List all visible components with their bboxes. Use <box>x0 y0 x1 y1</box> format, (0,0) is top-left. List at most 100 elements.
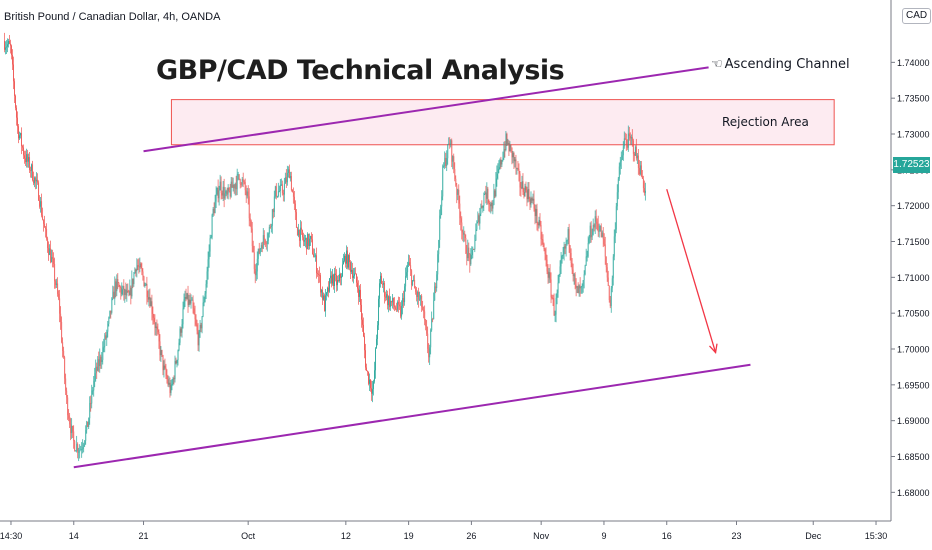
candle-body <box>400 306 402 317</box>
candle-body <box>410 265 412 271</box>
candle-body <box>254 268 256 276</box>
candle-body <box>552 298 554 299</box>
candle-body <box>237 174 239 176</box>
candle-body <box>250 221 252 229</box>
candle-body <box>249 218 251 222</box>
candle-body <box>392 297 394 303</box>
candle-body <box>66 390 68 398</box>
candle-body <box>10 43 11 46</box>
projection-arrow-line[interactable] <box>666 189 717 353</box>
candle-body <box>385 296 387 298</box>
candle-body <box>508 143 510 152</box>
candle-body <box>609 299 611 307</box>
candle-body <box>248 196 250 219</box>
price-tick-label: 1.69000 <box>897 416 930 426</box>
candle-body <box>295 212 297 228</box>
candle-body <box>262 235 264 249</box>
candle-body <box>269 227 271 228</box>
candle-body <box>132 278 134 285</box>
candle-body <box>310 236 311 239</box>
candle-body <box>198 332 200 346</box>
candle-body <box>65 378 67 391</box>
candle-body <box>344 255 345 261</box>
candle-body <box>92 390 94 392</box>
candle-body <box>52 257 54 259</box>
candle-body <box>561 255 563 260</box>
candle-body <box>290 176 292 190</box>
candle-body <box>530 198 532 205</box>
candle-body <box>407 265 409 273</box>
candle-body <box>202 302 204 317</box>
candle-body <box>301 230 303 238</box>
candle-body <box>526 190 528 200</box>
candle-body <box>291 189 293 193</box>
candle-body <box>113 291 115 299</box>
candle-body <box>510 144 512 148</box>
candle-body <box>601 232 603 238</box>
candle-body <box>62 342 64 351</box>
candle-body <box>550 279 552 298</box>
upper-channel-line[interactable] <box>143 66 709 153</box>
candle-body <box>377 325 379 339</box>
candle-body <box>28 157 30 162</box>
candle-body <box>437 254 439 275</box>
candle-body <box>251 228 253 247</box>
candle-body <box>468 247 470 255</box>
candle-body <box>590 225 592 238</box>
candle-body <box>164 365 166 368</box>
candle-body <box>168 382 170 385</box>
candle-body <box>331 275 332 284</box>
channel-lines <box>73 66 751 469</box>
candle-body <box>451 140 453 162</box>
candle-body <box>139 263 141 268</box>
candle-body <box>587 243 589 257</box>
candle-body <box>223 186 225 199</box>
candle-body <box>183 299 185 309</box>
candle-body <box>397 301 399 310</box>
time-tick-label: 26 <box>466 531 476 541</box>
rejection-area-label: Rejection Area <box>722 115 809 129</box>
candle-body <box>441 196 443 207</box>
candle-body <box>458 189 460 204</box>
lower-channel-line[interactable] <box>73 363 751 469</box>
candle-body <box>99 356 101 367</box>
candle-body <box>635 146 637 159</box>
candle-body <box>23 147 25 156</box>
candle-body <box>343 260 344 265</box>
candle-body <box>275 186 277 197</box>
candle-body <box>499 159 501 168</box>
currency-badge[interactable]: CAD <box>902 8 932 24</box>
time-tick-label: 16 <box>662 531 672 541</box>
candle-body <box>11 45 12 55</box>
candle-body <box>300 227 302 231</box>
candle-body <box>469 254 471 265</box>
candle-body <box>129 287 131 296</box>
candle-body <box>158 332 160 342</box>
candle-body <box>353 275 354 278</box>
candle-body <box>194 314 196 320</box>
candle-body <box>214 201 216 214</box>
candle-body <box>205 283 207 294</box>
candle-body <box>555 297 557 315</box>
candle-body <box>479 213 481 224</box>
chart-headline: GBP/CAD Technical Analysis <box>156 55 565 86</box>
candle-body <box>361 304 362 320</box>
candle-body <box>372 389 373 394</box>
candle-body <box>7 44 8 47</box>
candle-body <box>320 275 321 293</box>
candle-body <box>286 172 288 183</box>
candle-body <box>428 348 430 358</box>
candle-body <box>13 64 14 82</box>
candle-body <box>326 292 327 296</box>
candle-body <box>616 192 618 207</box>
candle-body <box>393 297 395 306</box>
candle-body <box>371 388 372 394</box>
candle-body <box>111 298 113 313</box>
candle-body <box>381 275 383 284</box>
candle-body <box>189 299 191 304</box>
candle-body <box>235 183 237 190</box>
candle-body <box>475 229 477 241</box>
candle-body <box>369 379 370 384</box>
candle-body <box>327 287 328 293</box>
